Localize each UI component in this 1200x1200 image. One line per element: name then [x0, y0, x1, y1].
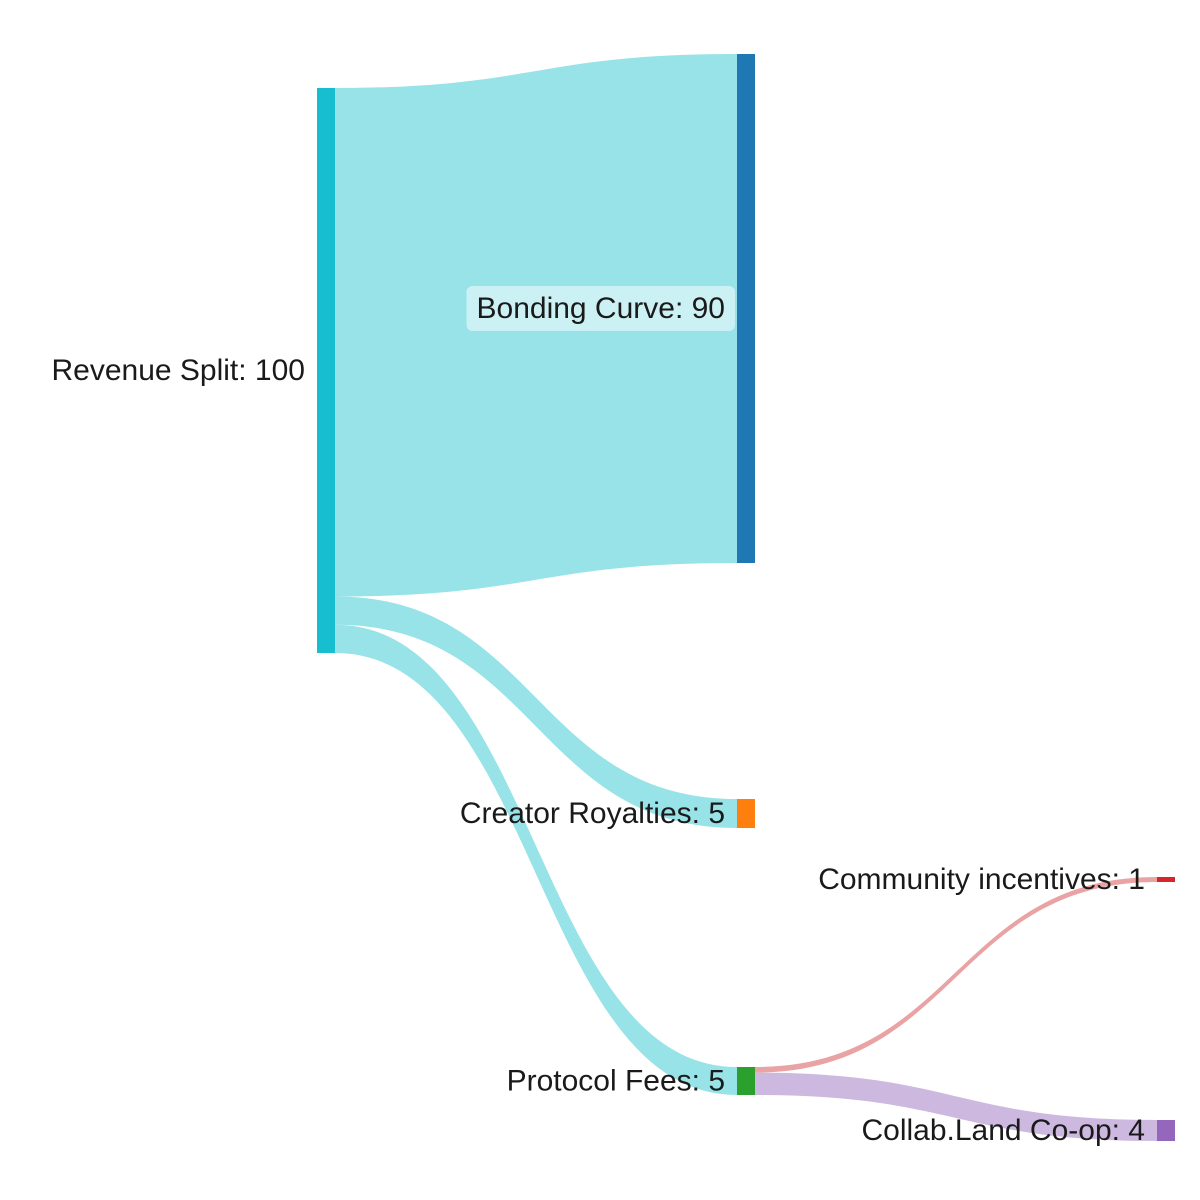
node-label-creator: Creator Royalties: 5	[460, 797, 725, 830]
node-label-community: Community incentives: 1	[818, 863, 1145, 896]
node-community[interactable]	[1157, 877, 1175, 882]
node-label-bonding: Bonding Curve: 90	[477, 292, 726, 325]
node-collab[interactable]	[1157, 1120, 1175, 1141]
node-label-revenue: Revenue Split: 100	[51, 354, 305, 387]
link-protocol-to-community[interactable]	[755, 877, 1157, 1073]
labels-layer: Revenue Split: 100 Bonding Curve: 90 Creat…	[51, 286, 1145, 1147]
node-protocol[interactable]	[737, 1067, 755, 1095]
nodes-layer	[317, 54, 1175, 1141]
node-creator[interactable]	[737, 799, 755, 828]
link-revenue-to-creator[interactable]	[335, 596, 737, 829]
node-bonding[interactable]	[737, 54, 755, 563]
link-protocol-to-collab[interactable]	[755, 1072, 1157, 1141]
node-label-collab: Collab.Land Co-op: 4	[861, 1114, 1145, 1147]
node-revenue[interactable]	[317, 88, 335, 653]
node-label-bg-bonding	[466, 286, 735, 331]
node-label-protocol: Protocol Fees: 5	[507, 1065, 725, 1098]
link-revenue-to-protocol[interactable]	[335, 624, 737, 1095]
